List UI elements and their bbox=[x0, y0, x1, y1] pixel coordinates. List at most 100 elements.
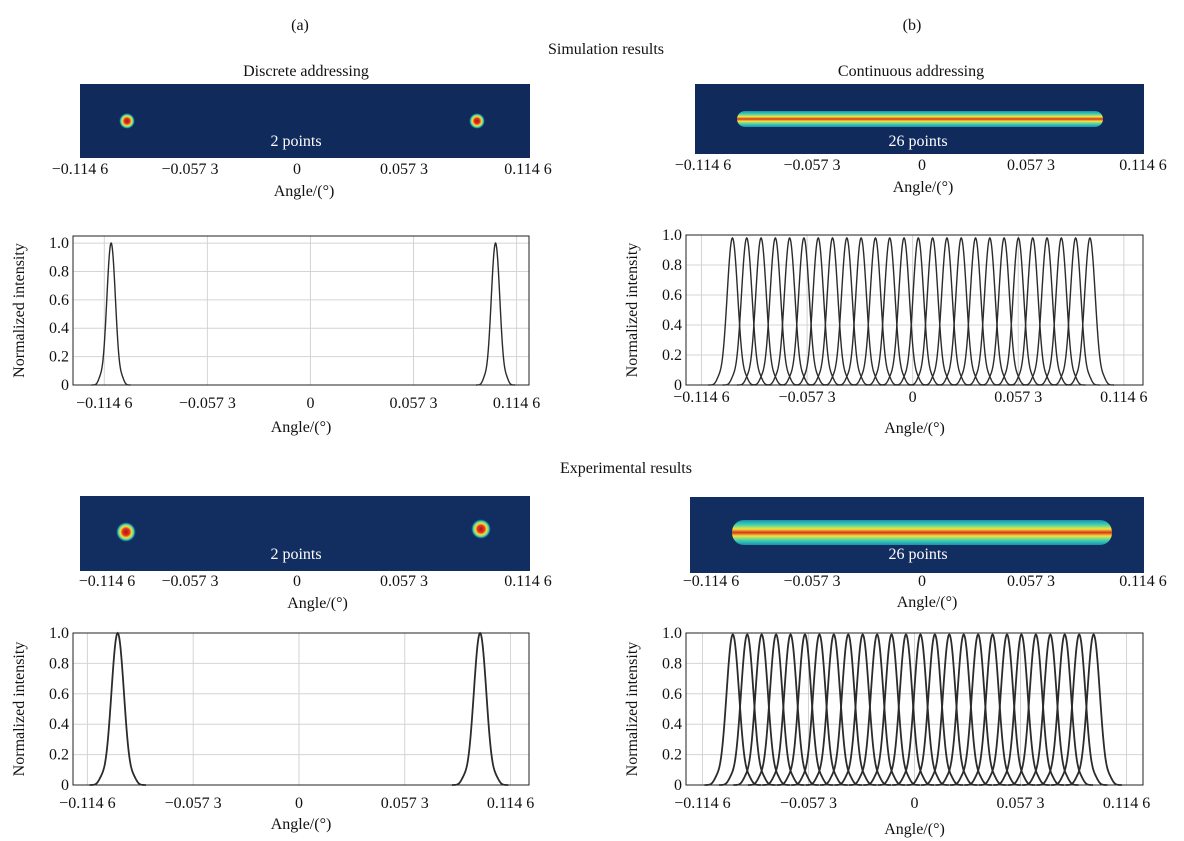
x-tick-label: 0.114 6 bbox=[493, 395, 540, 412]
y-axis-title: Normalized intensity bbox=[11, 243, 28, 378]
profile-plot-exp-discrete-profile: −0.114 6 −0.057 3 0 0.057 3 0.114 6 0 0.2 0.4 0.… bbox=[11, 625, 534, 833]
intensity-peak-curve bbox=[1007, 633, 1065, 786]
x-tick-label: 0 bbox=[909, 389, 917, 406]
y-axis-title: Normalized intensity bbox=[624, 642, 641, 777]
intensity-peak-curve bbox=[1037, 236, 1086, 386]
beam-x-tick-label: 0.114 6 bbox=[504, 573, 551, 590]
intensity-peak-curve bbox=[863, 633, 920, 786]
intensity-peak-curve bbox=[1065, 236, 1114, 386]
intensity-peak-curve bbox=[819, 633, 877, 786]
intensity-peak-curve bbox=[1022, 633, 1079, 786]
x-tick-label: −0.114 6 bbox=[59, 795, 115, 812]
intensity-peak-curve bbox=[1051, 236, 1100, 386]
y-tick-label: 0.6 bbox=[662, 287, 682, 304]
beam-x-axis-title: Angle/(°) bbox=[274, 183, 335, 200]
beam-image-axes: −0.114 6 −0.057 3 0 0.057 3 0.114 6 Angle/(°)… bbox=[52, 157, 1167, 612]
beam-x-tick-label: 0.057 3 bbox=[1007, 157, 1055, 174]
intensity-peak-curve bbox=[877, 633, 935, 786]
section-title-simulation: Simulation results bbox=[548, 41, 664, 58]
intensity-peak-curve bbox=[822, 237, 871, 386]
intensity-peak-curve bbox=[751, 236, 800, 386]
beam-x-tick-label: −0.057 3 bbox=[783, 157, 840, 174]
beam-x-axis-title: Angle/(°) bbox=[893, 179, 954, 196]
intensity-peak-curve bbox=[920, 633, 978, 786]
beam-point-count: 2 points bbox=[270, 133, 321, 150]
y-tick-label: 0 bbox=[674, 777, 682, 794]
intensity-peak-curve bbox=[837, 236, 886, 386]
intensity-peak-curve bbox=[747, 633, 805, 786]
plot-frame bbox=[685, 234, 1144, 386]
intensity-peak-curve bbox=[794, 237, 843, 386]
beam-image-exp-discrete: 2 points bbox=[80, 496, 530, 571]
intensity-peak-curve bbox=[1050, 633, 1108, 786]
column-title-continuous: Continuous addressing bbox=[838, 63, 984, 80]
beam-x-tick-label: 0.114 6 bbox=[1119, 573, 1166, 590]
intensity-peak-curve bbox=[848, 633, 906, 786]
y-axis-title: Normalized intensity bbox=[624, 243, 641, 378]
beam-image-exp-continuous: 26 points bbox=[690, 497, 1144, 573]
x-tick-label: 0.057 3 bbox=[994, 389, 1042, 406]
y-tick-label: 0.4 bbox=[662, 317, 682, 334]
intensity-peak-curve bbox=[851, 236, 900, 386]
intensity-peak-curve bbox=[1008, 236, 1057, 386]
intensity-peak-curve bbox=[708, 236, 757, 386]
x-tick-label: 0.114 6 bbox=[1103, 795, 1150, 812]
column-title-discrete: Discrete addressing bbox=[243, 63, 369, 80]
y-axis-title: Normalized intensity bbox=[11, 642, 28, 777]
intensity-profile-plots: −0.114 6 −0.057 3 0 0.057 3 0.114 6 0 0.2 0.4 0.… bbox=[11, 227, 1150, 838]
x-tick-label: −0.114 6 bbox=[76, 395, 132, 412]
intensity-peak-curve bbox=[808, 237, 857, 386]
intensity-peak-curve bbox=[879, 236, 929, 386]
x-tick-label: −0.057 3 bbox=[780, 795, 837, 812]
beam-x-tick-label: −0.114 6 bbox=[683, 573, 739, 590]
y-tick-label: 0.2 bbox=[662, 747, 682, 764]
intensity-peak-curve bbox=[791, 633, 848, 786]
plot-frame bbox=[72, 632, 530, 786]
x-tick-label: 0.057 3 bbox=[997, 795, 1045, 812]
beam-x-tick-label: 0.057 3 bbox=[380, 573, 428, 590]
beam-x-tick-label: 0.114 6 bbox=[1119, 157, 1166, 174]
y-tick-label: 0.2 bbox=[49, 349, 69, 366]
y-tick-label: 0 bbox=[674, 377, 682, 394]
y-tick-label: 0.8 bbox=[662, 655, 682, 672]
intensity-peak-curve bbox=[765, 236, 814, 386]
profile-plot-sim-continuous-profile: −0.114 6 −0.057 3 0 0.057 3 0.114 6 0 0.2 0.4 0.… bbox=[624, 227, 1148, 437]
x-tick-label: 0.114 6 bbox=[1100, 389, 1147, 406]
intensity-peak-curve bbox=[1036, 633, 1094, 786]
intensity-peak-curve bbox=[476, 242, 515, 386]
beam-axis-exp-discrete-profile: −0.114 6 −0.057 3 0 0.057 3 0.114 6 Angle/(°) bbox=[79, 573, 552, 612]
beam-x-tick-label: −0.057 3 bbox=[161, 161, 218, 178]
beam-x-axis-title: Angle/(°) bbox=[897, 594, 958, 611]
beam-line bbox=[737, 111, 1103, 127]
beam-spot bbox=[119, 113, 135, 129]
beam-x-tick-label: 0.057 3 bbox=[380, 161, 428, 178]
intensity-peak-curve bbox=[776, 633, 834, 786]
y-tick-label: 1.0 bbox=[49, 625, 69, 642]
y-tick-label: 0.4 bbox=[49, 716, 69, 733]
intensity-peak-curve bbox=[451, 631, 509, 786]
y-tick-label: 0.6 bbox=[49, 686, 69, 703]
beam-x-tick-label: 0 bbox=[293, 573, 301, 590]
intensity-peak-curve bbox=[922, 236, 971, 386]
x-axis-title: Angle/(°) bbox=[271, 419, 332, 436]
intensity-peak-curve bbox=[937, 236, 986, 386]
intensity-peak-curve bbox=[762, 633, 819, 786]
beam-spot bbox=[469, 113, 485, 129]
y-tick-label: 0.8 bbox=[49, 655, 69, 672]
beam-image-sim-discrete: 2 points bbox=[80, 84, 530, 158]
intensity-peak-curve bbox=[779, 237, 828, 386]
x-tick-label: 0 bbox=[911, 795, 919, 812]
intensity-peak-curve bbox=[965, 236, 1014, 386]
y-tick-label: 1.0 bbox=[49, 235, 69, 252]
x-axis-title: Angle/(°) bbox=[271, 816, 332, 833]
profile-plot-sim-discrete-profile: −0.114 6 −0.057 3 0 0.057 3 0.114 6 0 0.2 0.4 0.… bbox=[11, 235, 540, 436]
intensity-peak-curve bbox=[736, 236, 786, 386]
intensity-peak-curve bbox=[951, 236, 1000, 386]
y-tick-label: 0.4 bbox=[49, 320, 69, 337]
x-tick-label: 0 bbox=[306, 395, 314, 412]
x-tick-label: −0.057 3 bbox=[165, 795, 222, 812]
beam-x-tick-label: 0 bbox=[293, 161, 301, 178]
beam-x-tick-label: 0.057 3 bbox=[1007, 573, 1055, 590]
intensity-peak-curve bbox=[733, 633, 790, 786]
